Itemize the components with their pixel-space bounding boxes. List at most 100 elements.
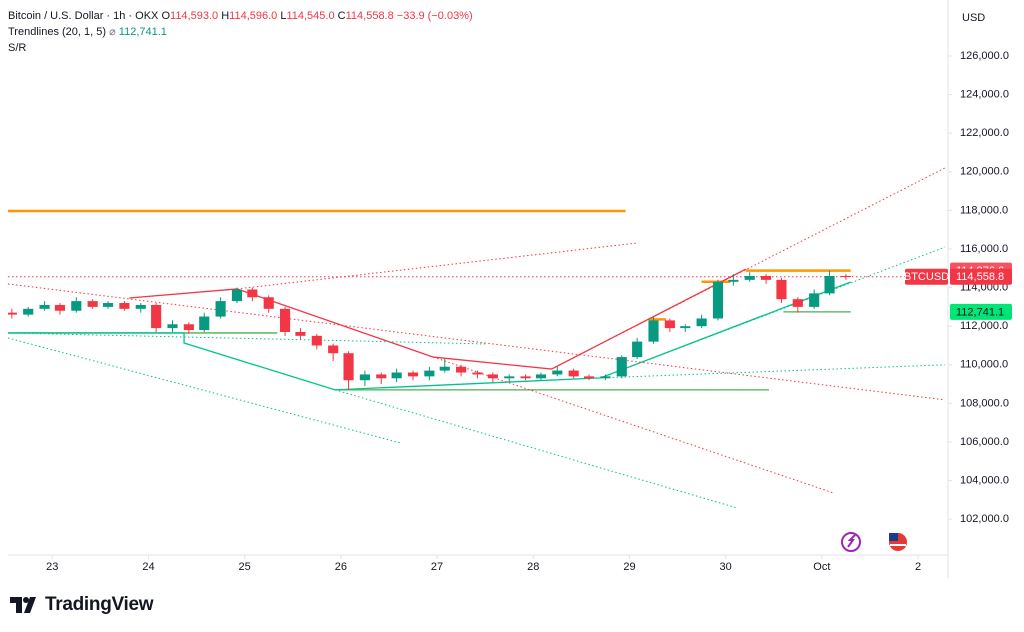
candle-body — [504, 376, 515, 379]
candle-body — [824, 276, 835, 294]
indicator-name: Trendlines (20, 1, 5) — [8, 26, 107, 38]
candle-body — [311, 335, 322, 346]
x-tick-label: 24 — [142, 561, 154, 573]
candle-body — [231, 289, 243, 302]
candle-body — [728, 279, 739, 282]
candle-body — [183, 324, 194, 331]
y-tick-label: 106,000.0 — [960, 436, 1009, 448]
plot-area — [8, 167, 946, 509]
trendline-dotted — [600, 246, 946, 379]
ohlc-key: L — [280, 10, 287, 22]
axes: 102,000.0 104,000.0 106,000.0 108,000.0 110,… — [46, 50, 1012, 573]
candle-body — [87, 301, 98, 307]
candle-body — [359, 374, 370, 381]
trendline-dotted — [551, 167, 946, 370]
candle-body — [54, 304, 66, 311]
symbol-tag — [905, 268, 948, 285]
change: −33.9 (−0.03%) — [396, 10, 473, 22]
ohlc-value: 114,558.8 — [345, 10, 394, 22]
y-tick-label: 104,000.0 — [960, 475, 1009, 487]
flag-icon-stripe — [890, 544, 906, 546]
symbol-title: Bitcoin / U.S. Dollar · 1h · OKX — [8, 10, 159, 22]
candle-body — [792, 299, 803, 307]
price-tag — [950, 268, 1012, 285]
candle-body — [407, 372, 419, 377]
candle-body — [23, 308, 34, 315]
x-tick-label: 25 — [239, 561, 251, 573]
candle-body — [568, 370, 579, 377]
x-tick-label: 29 — [623, 561, 635, 573]
candle-body — [472, 372, 483, 375]
legend-line: Bitcoin / U.S. Dollar · 1h · OKX O 114,59… — [8, 9, 473, 23]
candle-body — [600, 376, 611, 379]
candle-body — [376, 374, 387, 379]
y-tick-label: 124,000.0 — [960, 88, 1009, 100]
candle-body — [840, 276, 851, 278]
candle-body — [424, 370, 435, 377]
candle-body — [39, 304, 50, 309]
candle-body — [167, 324, 178, 329]
candle-body — [199, 316, 210, 331]
candle-body — [712, 281, 724, 319]
trendline — [8, 332, 336, 391]
brand-logo[interactable]: TradingView — [10, 594, 154, 616]
trendline-dotted — [334, 389, 738, 509]
candle-body — [456, 366, 467, 373]
indicator-legend[interactable]: S/R — [8, 41, 26, 55]
brand-mark — [10, 597, 36, 613]
x-tick-label: 30 — [720, 561, 732, 573]
y-tick-label: 122,000.0 — [960, 127, 1009, 139]
y-tick-label: 126,000.0 — [960, 50, 1009, 62]
candle-body — [552, 370, 563, 375]
candle-body — [391, 372, 402, 379]
indicator-value: 112,741.1 — [118, 26, 167, 38]
trendline-dotted — [236, 242, 638, 290]
y-tick-label: 108,000.0 — [960, 397, 1009, 409]
trendline-dotted — [600, 364, 946, 379]
candle-body — [151, 304, 162, 329]
candle-body — [776, 279, 787, 300]
candle-body — [696, 318, 707, 327]
ohlc-key: H — [221, 10, 230, 22]
x-tick-label: 23 — [46, 561, 58, 573]
candle-body — [535, 374, 547, 379]
y-tick-label: 102,000.0 — [960, 513, 1009, 525]
ohlc-key: C — [337, 10, 346, 22]
indicator-legend[interactable]: Trendlines (20, 1, 5) ⌀ 112,741.1 — [8, 25, 167, 39]
candle-body — [616, 357, 627, 377]
ohlc-key: O — [161, 10, 171, 22]
x-tick-label: Oct — [813, 561, 830, 573]
candle-body — [328, 345, 339, 354]
candle-body — [343, 353, 354, 381]
candle-body — [279, 308, 291, 332]
candle-body — [809, 293, 820, 307]
candle-body — [8, 312, 17, 315]
trendline-dotted — [433, 356, 834, 494]
candle-body — [648, 320, 659, 342]
candle-body — [102, 303, 114, 307]
ohlc-value: 114,596.0 — [229, 10, 278, 22]
candle-body — [664, 320, 675, 329]
y-tick-label: 110,000.0 — [960, 359, 1008, 371]
candle-body — [215, 301, 226, 317]
price-tag-label: 114,558.8 — [956, 271, 1004, 283]
candle-body — [119, 303, 130, 309]
candle-body — [247, 289, 258, 298]
candle-body — [520, 376, 531, 379]
indicator-name: S/R — [8, 42, 27, 54]
candle-body — [583, 376, 595, 379]
symbol-tag-label: BTCUSD — [904, 271, 949, 283]
candle-body — [439, 366, 450, 371]
currency-label[interactable]: USD — [962, 12, 986, 24]
indicator-symbol: ⌀ — [109, 26, 116, 38]
candle-body — [632, 341, 643, 358]
ohlc-value: 114,545.0 — [286, 10, 335, 22]
candle-body — [680, 326, 691, 329]
y-tick-label: 118,000.0 — [960, 204, 1008, 216]
brand-name: TradingView — [45, 594, 154, 615]
event-icon-glyph — [847, 534, 856, 548]
price-tag — [950, 303, 1012, 320]
candle-body — [135, 304, 146, 309]
price-tag-label: 112,741.1 — [956, 306, 1004, 318]
